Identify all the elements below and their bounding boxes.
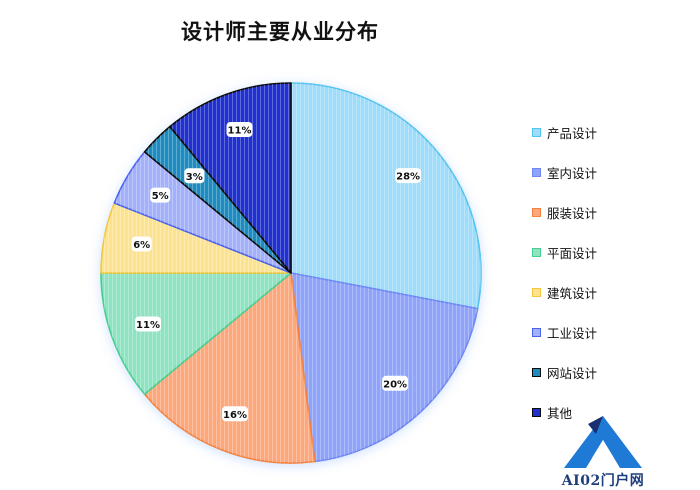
legend-item: 其他 [532, 392, 597, 432]
slice-data-label: 11% [135, 316, 161, 332]
logo-triangle-icon [564, 416, 642, 468]
legend-label: 服装设计 [547, 205, 598, 221]
slice-data-label: 6% [131, 236, 152, 252]
legend-item: 网站设计 [532, 352, 597, 392]
legend-label: 平面设计 [547, 245, 598, 261]
legend-swatch [532, 327, 541, 337]
legend-label: 产品设计 [547, 125, 598, 141]
legend-item: 室内设计 [532, 152, 597, 192]
slice-label-background [184, 168, 205, 184]
slice-data-label: 5% [150, 187, 171, 203]
slice-label-background [395, 168, 422, 184]
slice-label-text: 5% [152, 191, 169, 202]
legend-swatch [532, 127, 541, 137]
legend-label: 网站设计 [547, 365, 598, 381]
slice-label-background [382, 375, 409, 391]
pie-slice-2-texture [291, 273, 478, 462]
slice-data-label: 11% [226, 122, 253, 137]
slice-data-label: 20% [382, 375, 409, 391]
slice-label-text: 6% [133, 240, 150, 251]
legend-item: 建筑设计 [532, 272, 597, 312]
pie-slice-3-texture [144, 273, 315, 463]
legend-label: 工业设计 [547, 325, 598, 341]
legend-swatch [532, 167, 541, 177]
slice-label-background [222, 406, 248, 422]
pie-slice-7-texture [144, 126, 291, 273]
pie-chart: 28% 20% 16% 11% 6% 5% 3% 11% [100, 82, 482, 465]
chart-title: 设计师主要从业分布 [181, 20, 379, 44]
pie-slice-5-texture [101, 203, 291, 273]
legend-item: 工业设计 [532, 312, 597, 352]
slice-data-label: 28% [395, 168, 422, 184]
legend-label: 室内设计 [547, 165, 598, 181]
legend-swatch [532, 407, 541, 417]
legend-swatch [532, 287, 541, 297]
slice-label-text: 16% [223, 410, 247, 421]
slice-label-text: 11% [228, 126, 252, 137]
legend-label: 建筑设计 [547, 285, 598, 301]
watermark-logo: AI02门户网 [548, 414, 658, 490]
slice-label-text: 28% [396, 172, 420, 183]
pie-slice-4-texture [101, 273, 291, 395]
legend-item: 平面设计 [532, 232, 597, 272]
slice-data-label: 16% [222, 406, 248, 422]
chart-legend: 产品设计室内设计服装设计平面设计建筑设计工业设计网站设计其他 [532, 112, 597, 432]
legend-item: 服装设计 [532, 192, 597, 232]
slice-label-background [226, 122, 253, 137]
legend-label: 其他 [547, 405, 573, 421]
slice-label-text: 11% [136, 320, 160, 331]
watermark-text: AI02门户网 [561, 473, 645, 489]
pie-slice-1-texture [291, 83, 481, 309]
legend-item: 产品设计 [532, 112, 597, 152]
legend-swatch [532, 247, 541, 257]
slice-label-text: 3% [186, 172, 203, 183]
slice-label-background [135, 316, 161, 332]
legend-swatch [532, 207, 541, 217]
slice-label-text: 20% [383, 379, 407, 390]
slice-label-background [131, 236, 152, 252]
slice-label-background [150, 187, 171, 203]
pie-slice-8-texture [169, 83, 291, 273]
slice-data-label: 3% [184, 168, 205, 184]
legend-swatch [532, 367, 541, 377]
pie-slice-6-texture [114, 151, 291, 273]
